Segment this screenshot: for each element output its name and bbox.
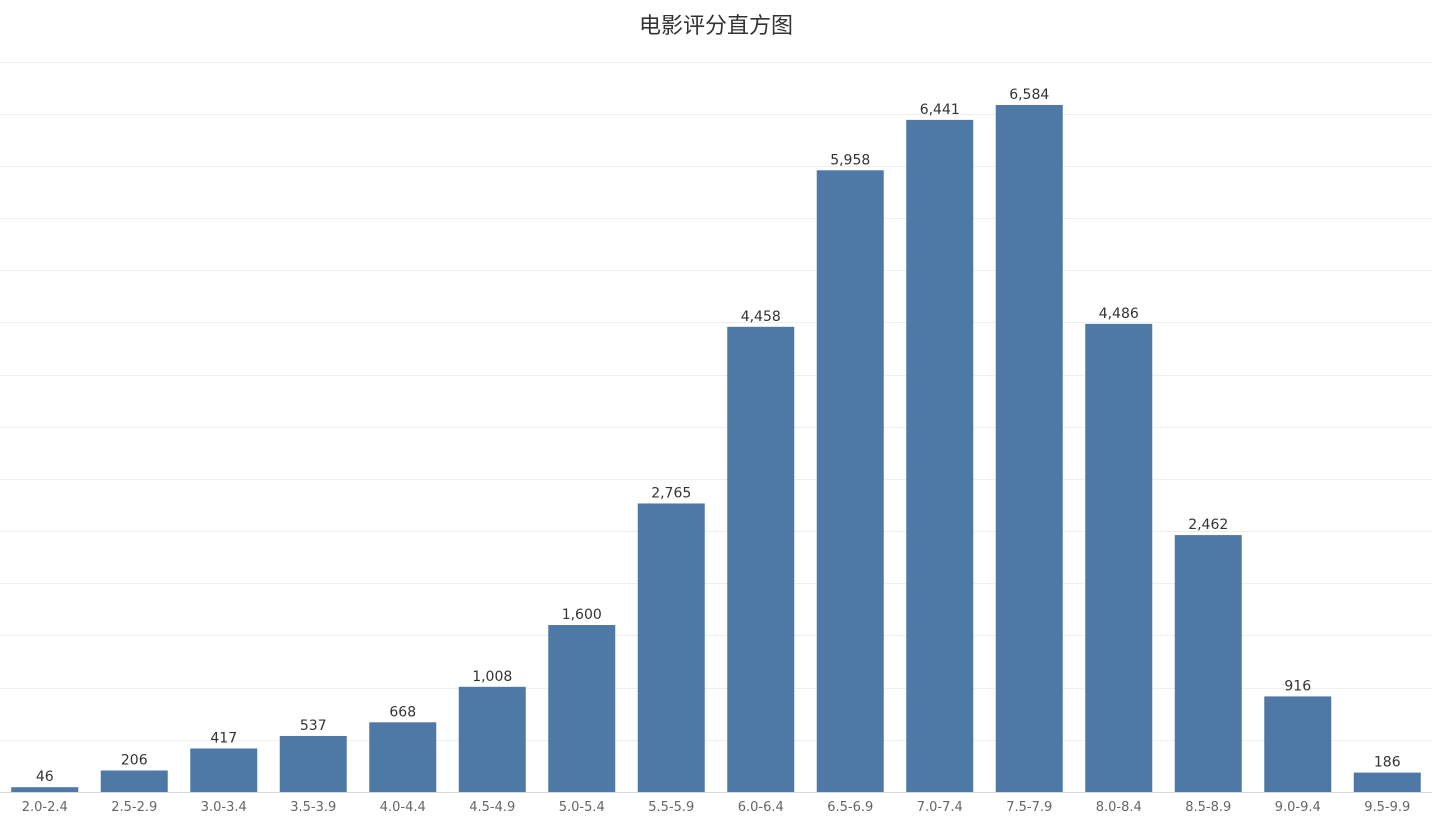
bar-2.0-2.4[interactable] (11, 787, 79, 792)
bar-4.5-4.9[interactable] (458, 686, 526, 792)
bar-value-label: 1,008 (472, 669, 512, 685)
bar-value-label: 668 (389, 704, 416, 720)
bar-value-label: 417 (210, 730, 237, 746)
bar-3.0-3.4[interactable] (190, 748, 258, 792)
x-tick-label: 3.5-3.9 (290, 800, 336, 815)
x-tick-label: 6.5-6.9 (827, 800, 873, 815)
bar-6.5-6.9[interactable] (816, 170, 884, 792)
bar-5.0-5.4[interactable] (548, 625, 616, 792)
bar-value-label: 537 (300, 718, 327, 734)
bar-value-label: 6,584 (1009, 87, 1049, 103)
grid-layer (0, 62, 1432, 793)
x-tick-label: 7.5-7.9 (1006, 800, 1052, 815)
tick-layer: 2.0-2.4 2.5-2.9 3.0-3.4 3.5-3.9 4.0-4.4 4.5-4… (22, 800, 1411, 815)
bar-value-label: 4,486 (1099, 306, 1139, 322)
chart-title: 电影评分直方图 (638, 14, 793, 39)
x-tick-label: 5.0-5.4 (559, 800, 605, 815)
bar-9.0-9.4[interactable] (1264, 696, 1332, 792)
x-tick-label: 8.0-8.4 (1096, 800, 1142, 815)
x-tick-label: 4.5-4.9 (469, 800, 515, 815)
bar-value-label: 1,600 (562, 607, 602, 623)
bar-value-label: 186 (1374, 755, 1401, 771)
x-tick-label: 8.5-8.9 (1185, 800, 1231, 815)
bar-9.5-9.9[interactable] (1353, 772, 1421, 792)
x-tick-label: 5.5-5.9 (648, 800, 694, 815)
bar-5.5-5.9[interactable] (637, 503, 705, 792)
bar-7.0-7.4[interactable] (906, 119, 974, 792)
x-tick-label: 9.0-9.4 (1275, 800, 1321, 815)
label-layer: 46 206 417 537 668 1,008 1,600 2,765 4,458 5,958 6… (36, 87, 1401, 785)
bar-4.0-4.4[interactable] (369, 722, 437, 792)
x-tick-label: 2.0-2.4 (22, 800, 68, 815)
bar-value-label: 46 (36, 769, 54, 785)
bar-layer (11, 104, 1421, 793)
bar-value-label: 4,458 (741, 309, 781, 325)
bar-value-label: 2,462 (1188, 517, 1228, 533)
bar-2.5-2.9[interactable] (100, 770, 168, 792)
x-tick-label: 2.5-2.9 (111, 800, 157, 815)
x-tick-label: 4.0-4.4 (380, 800, 426, 815)
x-tick-label: 6.0-6.4 (738, 800, 784, 815)
bar-7.5-7.9[interactable] (995, 104, 1063, 793)
bar-value-label: 2,765 (651, 485, 691, 501)
bar-value-label: 916 (1284, 678, 1311, 694)
bar-3.5-3.9[interactable] (279, 735, 347, 792)
bar-value-label: 5,958 (830, 152, 870, 168)
x-tick-label: 3.0-3.4 (201, 800, 247, 815)
bar-8.0-8.4[interactable] (1085, 323, 1153, 792)
bar-8.5-8.9[interactable] (1174, 535, 1242, 792)
x-tick-label: 9.5-9.9 (1364, 800, 1410, 815)
x-tick-label: 7.0-7.4 (917, 800, 963, 815)
bar-value-label: 206 (121, 753, 148, 769)
bar-value-label: 6,441 (920, 102, 960, 118)
bar-6.0-6.4[interactable] (727, 326, 795, 792)
